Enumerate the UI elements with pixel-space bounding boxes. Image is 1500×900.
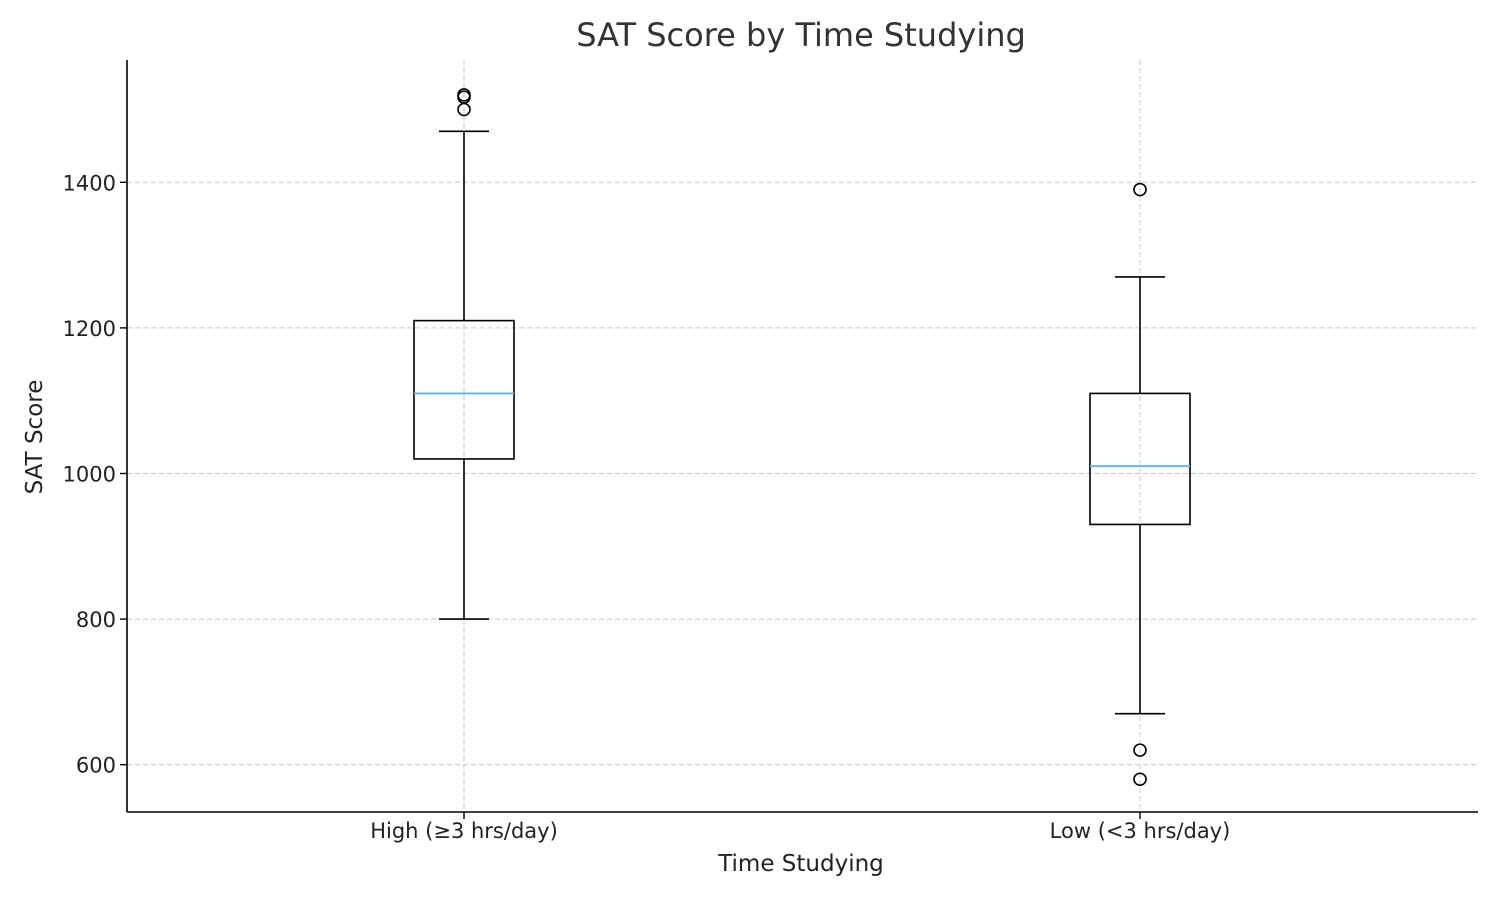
y-tick-label: 1000 [63, 462, 116, 486]
y-tick-label: 1200 [63, 317, 116, 341]
chart-title: SAT Score by Time Studying [576, 16, 1026, 54]
tick-layer: 600 800 1000 1200 1400 High (≥3 hrs/day) Low (… [63, 171, 1231, 843]
outlier-point [1133, 743, 1147, 757]
box-group [1089, 182, 1191, 787]
outlier-point [1133, 182, 1147, 197]
box-group [413, 88, 515, 620]
y-axis-label: SAT Score [22, 380, 48, 495]
outlier-point [1133, 772, 1147, 787]
y-tick-label: 1400 [63, 171, 116, 195]
iqr-box [413, 319, 515, 460]
outlier-point [457, 88, 471, 102]
x-tick-label: High (≥3 hrs/day) [370, 819, 558, 843]
axis-layer [126, 60, 1478, 813]
y-tick-label: 600 [76, 754, 116, 778]
iqr-box [1089, 392, 1191, 526]
box-layer [413, 88, 1191, 787]
x-axis-label: Time Studying [717, 851, 884, 877]
x-tick-label: Low (<3 hrs/day) [1050, 819, 1231, 843]
y-tick-label: 800 [76, 608, 116, 632]
grid-layer [127, 60, 1478, 812]
